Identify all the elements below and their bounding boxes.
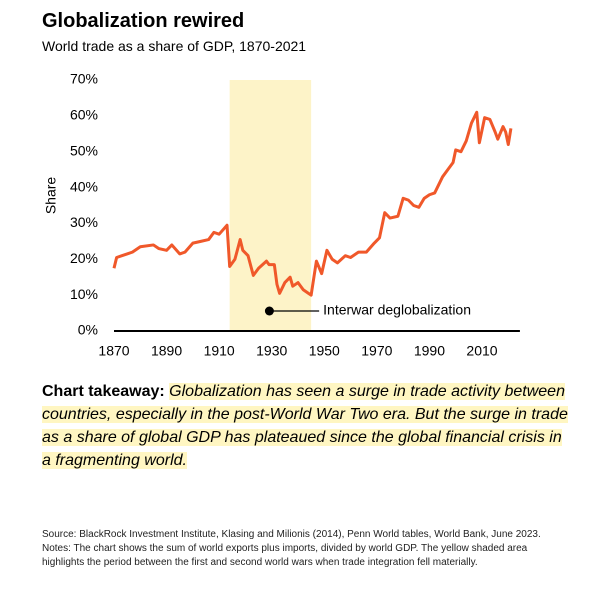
y-tick-label: 60% — [70, 107, 98, 123]
y-tick-label: 30% — [70, 214, 98, 230]
y-axis-label: Share — [43, 177, 59, 215]
x-tick-label: 1990 — [414, 343, 445, 359]
data-line — [112, 110, 513, 297]
x-tick-label: 1970 — [361, 343, 392, 359]
x-tick-label: 1930 — [256, 343, 287, 359]
x-tick-label: 1950 — [309, 343, 340, 359]
shaded-period — [229, 80, 312, 331]
y-tick-label: 20% — [70, 250, 98, 266]
annotation: Interwar deglobalization — [323, 302, 471, 318]
source: Source: BlackRock Investment Institute, … — [42, 529, 541, 568]
y-tick-label: 70% — [70, 71, 98, 87]
takeaway: Chart takeaway: Globalization has seen a… — [42, 380, 572, 472]
takeaway-label: Chart takeaway: — [42, 383, 165, 400]
x-tick-label: 1890 — [151, 343, 182, 359]
y-tick-label: 50% — [70, 142, 98, 158]
chart: 0% 10% 20% 30% 40% 50% 60% 70% 1870 1890 1910 1930 1… — [43, 71, 520, 359]
title: Globalization rewired — [42, 10, 245, 32]
x-tick-label: 1870 — [98, 343, 129, 359]
y-tick-label: 10% — [70, 286, 98, 302]
y-tick-label: 40% — [70, 178, 98, 194]
x-tick-label: 2010 — [466, 343, 497, 359]
y-tick-label: 0% — [78, 322, 98, 338]
subtitle: World trade as a share of GDP, 1870-2021 — [42, 38, 307, 54]
x-tick-label: 1910 — [204, 343, 235, 359]
